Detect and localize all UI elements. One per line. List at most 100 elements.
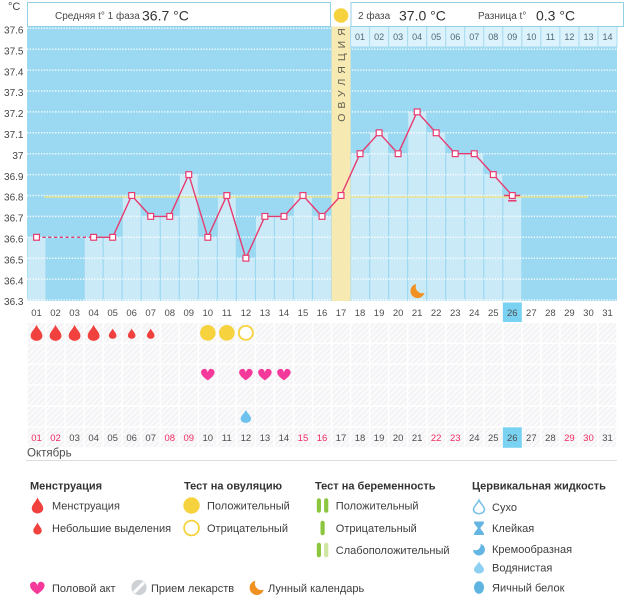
svg-text:36.9: 36.9 [4,172,24,183]
svg-text:08: 08 [488,32,498,42]
svg-text:02: 02 [374,32,384,42]
svg-text:37.2: 37.2 [4,109,24,120]
svg-text:22: 22 [431,308,442,319]
svg-text:11: 11 [222,308,232,319]
svg-text:05: 05 [431,32,441,42]
svg-text:09: 09 [183,308,194,319]
svg-text:Половой акт: Половой акт [52,583,116,595]
svg-text:21: 21 [412,433,423,444]
svg-text:17: 17 [336,433,347,444]
svg-text:Октябрь: Октябрь [27,448,72,460]
svg-text:30: 30 [583,308,594,319]
svg-text:12: 12 [241,308,252,319]
svg-text:07: 07 [469,32,479,42]
svg-text:16: 16 [317,433,328,444]
svg-text:16: 16 [317,308,328,319]
svg-text:29: 29 [564,433,575,444]
svg-text:36.6: 36.6 [4,235,24,246]
svg-text:14: 14 [602,32,612,42]
svg-text:15: 15 [298,433,309,444]
svg-text:07: 07 [145,433,156,444]
svg-text:01: 01 [31,433,42,444]
svg-text:Яичный белок: Яичный белок [492,583,565,595]
svg-text:26: 26 [507,433,518,444]
svg-text:20: 20 [393,308,404,319]
svg-text:26: 26 [507,308,518,319]
svg-text:10: 10 [526,32,536,42]
svg-text:01: 01 [355,32,365,42]
svg-text:15: 15 [298,308,309,319]
svg-text:0.3 °C: 0.3 °C [536,8,575,24]
svg-text:04: 04 [88,308,99,319]
svg-text:37: 37 [12,151,24,162]
svg-text:37.5: 37.5 [4,46,24,57]
svg-text:29: 29 [564,308,575,319]
svg-text:23: 23 [450,308,461,319]
svg-text:ОВУЛЯЦИЯ: ОВУЛЯЦИЯ [336,23,348,122]
svg-text:08: 08 [164,433,175,444]
svg-text:09: 09 [183,433,194,444]
svg-text:31: 31 [602,308,613,319]
svg-text:19: 19 [374,433,385,444]
svg-text:Отрицательный: Отрицательный [207,523,288,535]
svg-text:21: 21 [412,308,423,319]
svg-text:36.4: 36.4 [4,276,24,287]
svg-text:13: 13 [260,308,271,319]
svg-text:37.0 °C: 37.0 °C [399,8,446,24]
svg-text:14: 14 [279,433,290,444]
svg-text:13: 13 [583,32,593,42]
svg-text:Средняя t° 1 фаза: Средняя t° 1 фаза [55,10,140,22]
svg-text:06: 06 [126,433,137,444]
svg-text:08: 08 [164,308,175,319]
svg-text:28: 28 [545,433,556,444]
svg-text:11: 11 [222,433,232,444]
svg-text:18: 18 [355,308,366,319]
svg-text:10: 10 [203,308,214,319]
svg-text:Кремообразная: Кремообразная [492,544,572,556]
svg-text:18: 18 [355,433,366,444]
svg-text:17: 17 [336,308,347,319]
svg-text:27: 27 [526,433,537,444]
svg-text:2 фаза: 2 фаза [358,10,391,22]
svg-text:12: 12 [564,32,574,42]
svg-text:36.3: 36.3 [4,297,24,308]
svg-text:Прием лекарств: Прием лекарств [151,583,234,595]
svg-text:23: 23 [450,433,461,444]
svg-text:14: 14 [279,308,290,319]
svg-text:Клейкая: Клейкая [492,523,534,535]
svg-text:19: 19 [374,308,385,319]
svg-text:06: 06 [450,32,460,42]
svg-text:Сухо: Сухо [492,502,517,514]
svg-text:27: 27 [526,308,537,319]
svg-text:Положительный: Положительный [336,501,419,513]
svg-text:Тест на беременность: Тест на беременность [315,481,436,493]
svg-text:03: 03 [69,433,80,444]
svg-text:25: 25 [488,433,499,444]
svg-text:25: 25 [488,308,499,319]
svg-text:22: 22 [431,433,442,444]
svg-text:04: 04 [412,32,422,42]
svg-text:11: 11 [546,32,555,42]
svg-text:Лунный календарь: Лунный календарь [268,583,365,595]
svg-text:31: 31 [602,433,613,444]
svg-text:03: 03 [393,32,403,42]
svg-text:37.6: 37.6 [4,26,24,37]
svg-text:02: 02 [50,433,61,444]
svg-text:37.4: 37.4 [4,67,24,78]
svg-text:01: 01 [31,308,42,319]
svg-text:24: 24 [469,433,480,444]
svg-text:37.1: 37.1 [4,130,24,141]
svg-text:09: 09 [507,32,517,42]
svg-text:36.7: 36.7 [4,214,24,225]
svg-text:12: 12 [241,433,252,444]
svg-text:30: 30 [583,433,594,444]
svg-text:36.8: 36.8 [4,193,24,204]
svg-text:Положительный: Положительный [207,501,290,513]
svg-text:Разница t°: Разница t° [478,11,526,22]
svg-text:28: 28 [545,308,556,319]
svg-text:20: 20 [393,433,404,444]
svg-text:10: 10 [203,433,214,444]
svg-text:Цервикальная жидкость: Цервикальная жидкость [472,481,606,493]
svg-text:05: 05 [107,308,118,319]
svg-text:Менструация: Менструация [52,501,120,513]
